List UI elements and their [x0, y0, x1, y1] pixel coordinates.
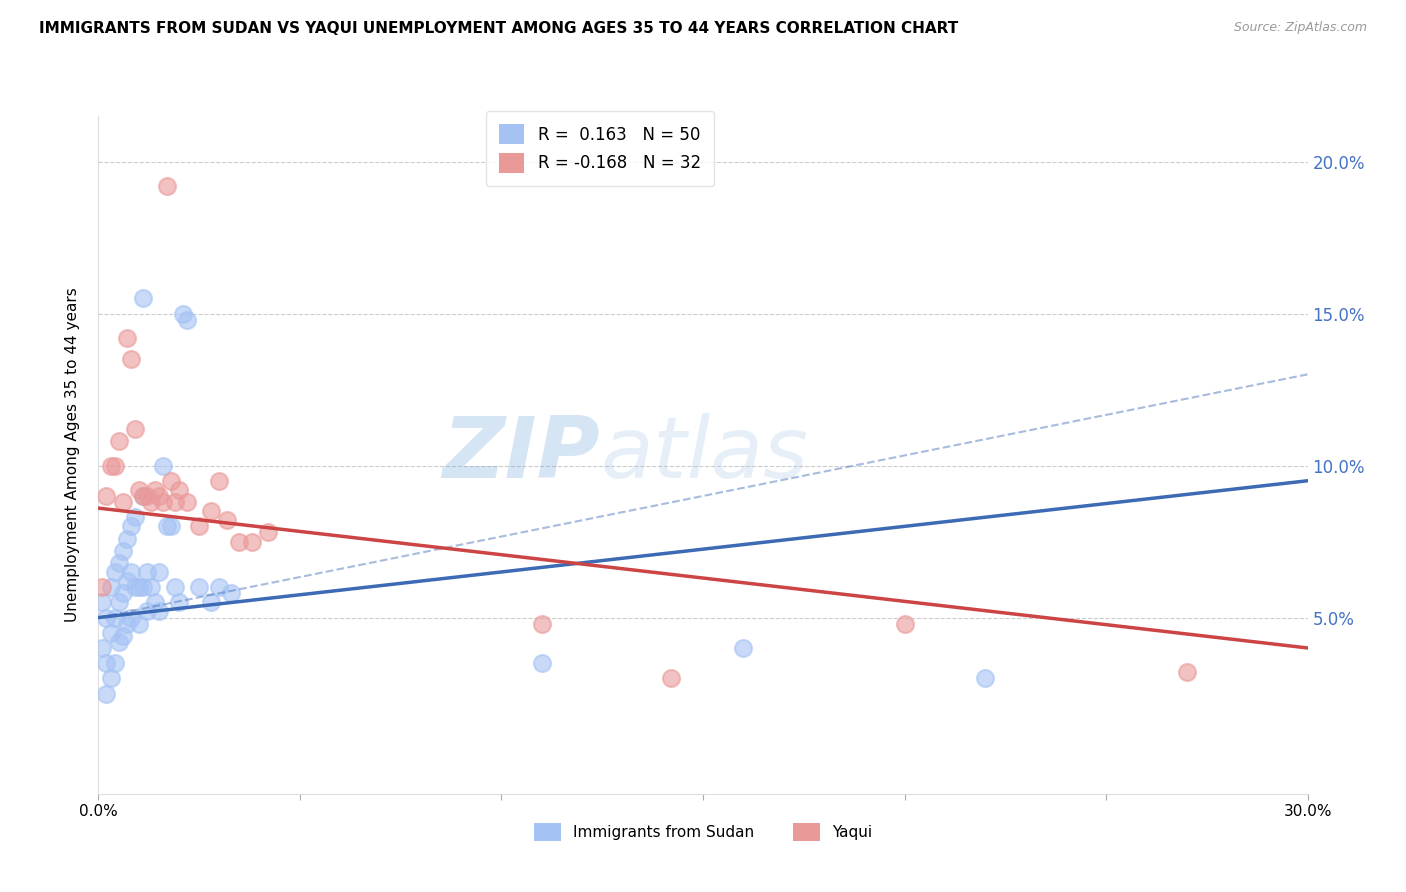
Point [132, 580, 155, 594]
Point [172, 307, 194, 321]
Point [111, 543, 134, 558]
Point [96, 656, 118, 670]
Point [96, 687, 118, 701]
Point [148, 605, 170, 619]
Point [128, 483, 150, 497]
Point [176, 312, 198, 326]
Point [124, 580, 146, 594]
Point [160, 474, 183, 488]
Point [659, 671, 682, 685]
Point [100, 625, 122, 640]
Point [1175, 665, 1198, 680]
Point [111, 629, 134, 643]
Point [107, 434, 129, 449]
Point [107, 635, 129, 649]
Point [217, 513, 239, 527]
Point [176, 495, 198, 509]
Text: atlas: atlas [600, 413, 808, 497]
Point [530, 616, 553, 631]
Point [111, 586, 134, 600]
Point [135, 489, 157, 503]
Point [240, 534, 263, 549]
Point [128, 616, 150, 631]
Point [124, 510, 146, 524]
Point [152, 458, 174, 473]
Y-axis label: Unemployment Among Ages 35 to 44 years: Unemployment Among Ages 35 to 44 years [65, 287, 80, 623]
Point [163, 495, 186, 509]
Text: Source: ZipAtlas.com: Source: ZipAtlas.com [1233, 21, 1367, 35]
Point [91, 580, 114, 594]
Point [120, 352, 142, 367]
Point [200, 595, 222, 609]
Text: ZIP: ZIP [443, 413, 600, 497]
Point [107, 595, 129, 609]
Point [208, 580, 231, 594]
Point [974, 671, 997, 685]
Point [132, 489, 155, 503]
Point [733, 640, 755, 655]
Point [152, 495, 174, 509]
Point [530, 656, 553, 670]
Point [120, 519, 142, 533]
Point [96, 489, 118, 503]
Point [256, 525, 278, 540]
Point [893, 616, 915, 631]
Point [115, 574, 138, 588]
Point [132, 489, 155, 503]
Point [148, 565, 170, 579]
Point [188, 519, 211, 533]
Point [107, 556, 129, 570]
Point [103, 610, 125, 624]
Point [96, 610, 118, 624]
Point [120, 565, 142, 579]
Point [139, 580, 162, 594]
Point [167, 483, 190, 497]
Point [143, 483, 166, 497]
Point [132, 291, 155, 305]
Point [148, 489, 170, 503]
Point [160, 519, 183, 533]
Point [139, 495, 162, 509]
Point [128, 580, 150, 594]
Point [100, 580, 122, 594]
Legend: Immigrants from Sudan, Yaqui: Immigrants from Sudan, Yaqui [527, 816, 879, 847]
Point [103, 656, 125, 670]
Point [135, 605, 157, 619]
Point [124, 422, 146, 436]
Point [111, 495, 134, 509]
Point [200, 504, 222, 518]
Point [91, 595, 114, 609]
Point [103, 458, 125, 473]
Point [167, 595, 190, 609]
Point [115, 532, 138, 546]
Text: IMMIGRANTS FROM SUDAN VS YAQUI UNEMPLOYMENT AMONG AGES 35 TO 44 YEARS CORRELATIO: IMMIGRANTS FROM SUDAN VS YAQUI UNEMPLOYM… [39, 21, 959, 37]
Point [100, 458, 122, 473]
Point [115, 331, 138, 345]
Point [208, 474, 231, 488]
Point [120, 610, 142, 624]
Point [100, 671, 122, 685]
Point [156, 519, 179, 533]
Point [115, 616, 138, 631]
Point [135, 565, 157, 579]
Point [91, 640, 114, 655]
Point [163, 580, 186, 594]
Point [221, 586, 243, 600]
Point [228, 534, 250, 549]
Point [143, 595, 166, 609]
Point [188, 580, 211, 594]
Point [156, 178, 179, 193]
Point [103, 565, 125, 579]
